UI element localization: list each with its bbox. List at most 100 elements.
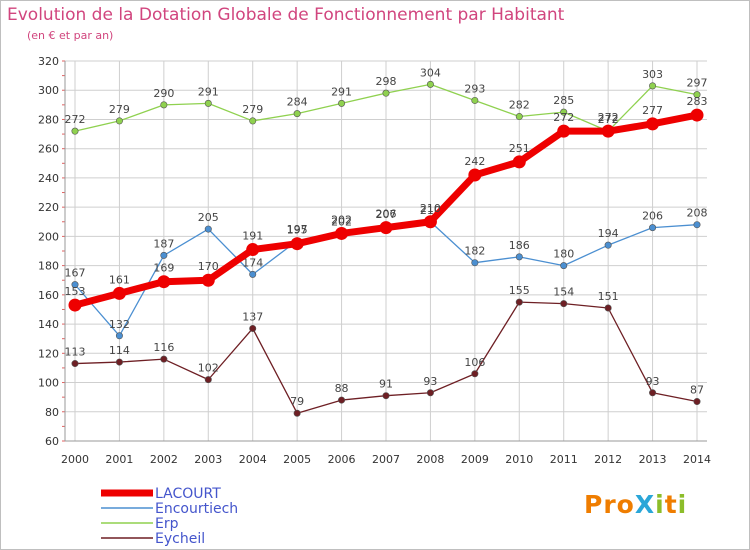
data-label: 87 [690, 384, 704, 397]
data-label: 151 [598, 290, 619, 303]
data-label: 297 [687, 77, 708, 90]
data-label: 174 [242, 256, 263, 269]
x-tick-label: 2010 [505, 453, 533, 466]
data-label: 298 [376, 75, 397, 88]
data-label: 291 [331, 85, 352, 98]
x-tick-label: 2013 [639, 453, 667, 466]
data-label: 116 [153, 341, 174, 354]
data-point [557, 124, 571, 138]
y-tick-label: 200 [38, 230, 59, 243]
data-label: 154 [553, 286, 574, 299]
data-label: 167 [65, 267, 86, 280]
data-point [290, 237, 304, 251]
legend-label: Erp [155, 516, 179, 532]
data-point [293, 110, 301, 118]
data-label: 137 [242, 310, 263, 323]
y-tick-label: 240 [38, 172, 59, 185]
data-point [249, 117, 257, 125]
data-point [246, 243, 260, 257]
y-tick-label: 120 [38, 347, 59, 360]
data-point [338, 99, 346, 107]
logo-letter: P [584, 490, 604, 519]
data-label: 242 [464, 155, 485, 168]
data-point [512, 155, 526, 169]
logo-letter: r [603, 490, 617, 519]
data-point [68, 298, 82, 312]
data-point [338, 396, 346, 404]
data-point [646, 117, 660, 131]
x-tick-label: 2008 [416, 453, 444, 466]
data-point [204, 99, 212, 107]
data-point [379, 221, 393, 235]
x-tick-label: 2002 [150, 453, 178, 466]
x-tick-label: 2014 [683, 453, 711, 466]
data-point [649, 82, 657, 90]
data-label: 283 [687, 95, 708, 108]
data-label: 88 [335, 382, 349, 395]
data-label: 161 [109, 273, 130, 286]
data-point [468, 168, 482, 182]
data-label: 282 [509, 99, 530, 112]
data-point [515, 113, 523, 121]
data-label: 170 [198, 260, 219, 273]
data-point [115, 117, 123, 125]
data-label: 197 [287, 223, 308, 236]
data-point [293, 409, 301, 417]
y-tick-label: 60 [45, 435, 59, 448]
data-label: 113 [65, 346, 86, 359]
y-tick-label: 100 [38, 377, 59, 390]
data-label: 202 [331, 213, 352, 226]
data-point [201, 273, 215, 287]
data-label: 153 [65, 285, 86, 298]
data-point [426, 80, 434, 88]
data-point [471, 259, 479, 267]
data-label: 284 [287, 96, 308, 109]
data-point [471, 96, 479, 104]
data-point [160, 355, 168, 363]
x-tick-label: 2001 [105, 453, 133, 466]
data-label: 191 [242, 230, 263, 243]
x-tick-label: 2004 [239, 453, 267, 466]
data-label: 169 [153, 262, 174, 275]
data-label: 208 [687, 207, 708, 220]
data-label: 272 [598, 111, 619, 124]
data-label: 132 [109, 318, 130, 331]
data-label: 272 [598, 113, 619, 126]
data-point [382, 89, 390, 97]
data-label: 93 [646, 375, 660, 388]
y-tick-label: 80 [45, 406, 59, 419]
data-point [71, 127, 79, 135]
data-point [515, 253, 523, 261]
data-label: 293 [464, 82, 485, 95]
legend-label: LACOURT [155, 486, 221, 502]
data-label: 304 [420, 66, 441, 79]
data-point [112, 286, 126, 300]
data-label: 180 [553, 248, 574, 261]
y-tick-label: 140 [38, 318, 59, 331]
data-point [515, 298, 523, 306]
data-point [382, 392, 390, 400]
data-label: 279 [109, 103, 130, 116]
data-label: 285 [553, 94, 574, 107]
data-label: 93 [423, 375, 437, 388]
data-label: 106 [464, 356, 485, 369]
data-point [649, 389, 657, 397]
chart-title: Evolution de la Dotation Globale de Fonc… [7, 5, 565, 25]
data-label: 303 [642, 68, 663, 81]
data-point [71, 360, 79, 368]
data-point [160, 251, 168, 259]
data-label: 279 [242, 103, 263, 116]
data-label: 205 [198, 211, 219, 224]
data-label: 277 [642, 104, 663, 117]
x-tick-label: 2009 [461, 453, 489, 466]
proxiti-logo: ProXiti [584, 490, 687, 519]
data-point [693, 398, 701, 406]
x-tick-label: 2006 [328, 453, 356, 466]
y-tick-label: 300 [38, 84, 59, 97]
data-label: 206 [376, 208, 397, 221]
data-label: 207 [376, 208, 397, 221]
data-label: 290 [153, 87, 174, 100]
data-label: 195 [287, 224, 308, 237]
data-label: 194 [598, 227, 619, 240]
